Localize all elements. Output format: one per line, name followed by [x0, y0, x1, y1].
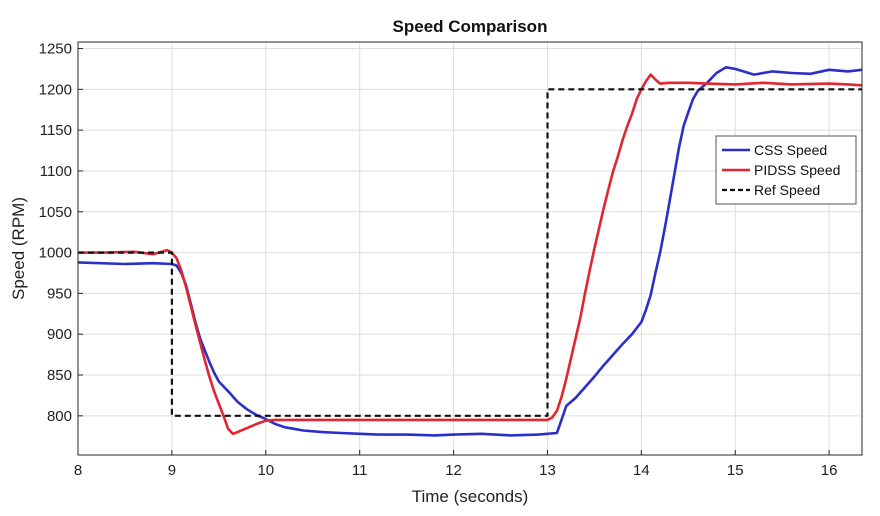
series-lines [78, 66, 862, 437]
y-tick-label: 1100 [40, 163, 72, 180]
x-tick-label: 11 [352, 462, 368, 479]
x-tick-label: 15 [727, 462, 744, 479]
x-tick-label: 9 [168, 462, 176, 479]
x-tick-label: 16 [821, 462, 838, 479]
legend-label: CSS Speed [754, 142, 827, 158]
plot-frame [77, 41, 863, 456]
y-axis-title: Speed (RPM) [9, 197, 28, 300]
axis-ticks: 8 9 10 11 12 13 14 15 16 800 850 900 950 1000 1050 1100… [39, 41, 838, 479]
chart-title: Speed Comparison [393, 17, 548, 36]
x-tick-label: 12 [445, 462, 462, 479]
y-tick-label: 1050 [39, 204, 72, 221]
legend-label: PIDSS Speed [754, 162, 840, 178]
x-tick-label: 8 [74, 462, 82, 479]
x-tick-label: 14 [633, 462, 650, 479]
y-tick-label: 900 [47, 326, 72, 343]
y-tick-label: 1150 [40, 122, 72, 139]
y-tick-label: 1000 [39, 245, 72, 262]
legend: CSS Speed PIDSS Speed Ref Speed [715, 135, 857, 205]
y-tick-label: 1200 [39, 81, 72, 98]
legend-label: Ref Speed [754, 182, 820, 198]
plot-area [78, 42, 862, 455]
y-tick-label: 800 [47, 408, 72, 425]
x-tick-label: 10 [257, 462, 274, 479]
series-line-ref-speed [78, 88, 862, 417]
y-tick-label: 950 [47, 285, 72, 302]
y-tick-label: 1250 [39, 41, 72, 58]
y-tick-label: 850 [47, 367, 72, 384]
x-tick-label: 13 [539, 462, 556, 479]
x-axis-title: Time (seconds) [412, 487, 529, 506]
series-line-pidss-speed [78, 73, 862, 436]
